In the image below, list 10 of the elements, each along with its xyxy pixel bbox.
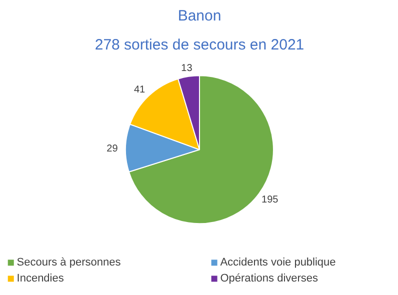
data-label: 13 <box>181 62 193 74</box>
legend-label: Accidents voie publique <box>220 256 336 269</box>
legend-label: Incendies <box>16 272 64 285</box>
data-label: 41 <box>134 84 146 96</box>
data-label: 195 <box>262 194 279 206</box>
chart-title: Banon <box>178 8 222 24</box>
legend-label: Secours à personnes <box>16 256 122 269</box>
chart-subtitle: 278 sorties de secours en 2021 <box>94 36 304 54</box>
data-label: 29 <box>106 143 118 154</box>
legend-label: Opérations diverses <box>220 272 319 285</box>
